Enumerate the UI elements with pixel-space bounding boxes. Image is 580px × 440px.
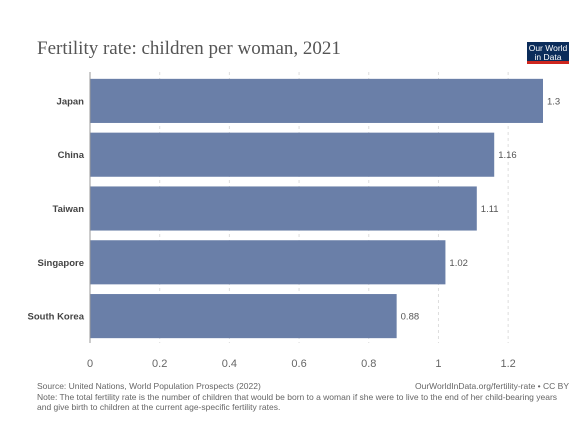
bar-singapore bbox=[90, 240, 446, 285]
value-label: 0.88 bbox=[401, 312, 420, 323]
x-tick-label: 0.8 bbox=[361, 358, 376, 370]
x-tick-label: 1 bbox=[435, 358, 441, 370]
bar-south-korea bbox=[90, 294, 397, 339]
bar-chart: Japan 1.3 China 1.16 Taiwan 1.11 Singapore 1.02… bbox=[28, 72, 560, 370]
category-label: Japan bbox=[57, 96, 85, 107]
value-label: 1.11 bbox=[481, 204, 499, 215]
x-tick-label: 0.2 bbox=[152, 358, 167, 370]
source-text: Source: United Nations, World Population… bbox=[37, 381, 261, 391]
bar-taiwan bbox=[90, 186, 477, 231]
x-tick-label: 0 bbox=[87, 358, 93, 370]
category-label: South Korea bbox=[28, 312, 85, 323]
x-tick-label: 1.2 bbox=[501, 358, 516, 370]
x-tick-label: 0.6 bbox=[291, 358, 306, 370]
x-tick-label: 0.4 bbox=[222, 358, 237, 370]
category-label: Singapore bbox=[38, 258, 84, 269]
logo-line-2: in Data bbox=[534, 52, 562, 62]
category-label: Taiwan bbox=[53, 204, 85, 215]
logo-line-1: Our World bbox=[528, 43, 568, 53]
value-label: 1.16 bbox=[498, 150, 517, 161]
chart-footer: Source: United Nations, World Population… bbox=[37, 381, 569, 413]
bar-china bbox=[90, 132, 495, 177]
source-url[interactable]: OurWorldInData.org/fertility-rate • CC B… bbox=[415, 381, 569, 391]
value-label: 1.3 bbox=[547, 96, 560, 107]
bar-japan bbox=[90, 78, 543, 123]
note-text: Note: The total fertility rate is the nu… bbox=[37, 391, 558, 413]
owid-logo[interactable]: Our World in Data bbox=[527, 42, 569, 64]
chart-title: Fertility rate: children per woman, 2021 bbox=[37, 38, 341, 59]
category-label: China bbox=[58, 150, 85, 161]
value-label: 1.02 bbox=[449, 258, 468, 269]
